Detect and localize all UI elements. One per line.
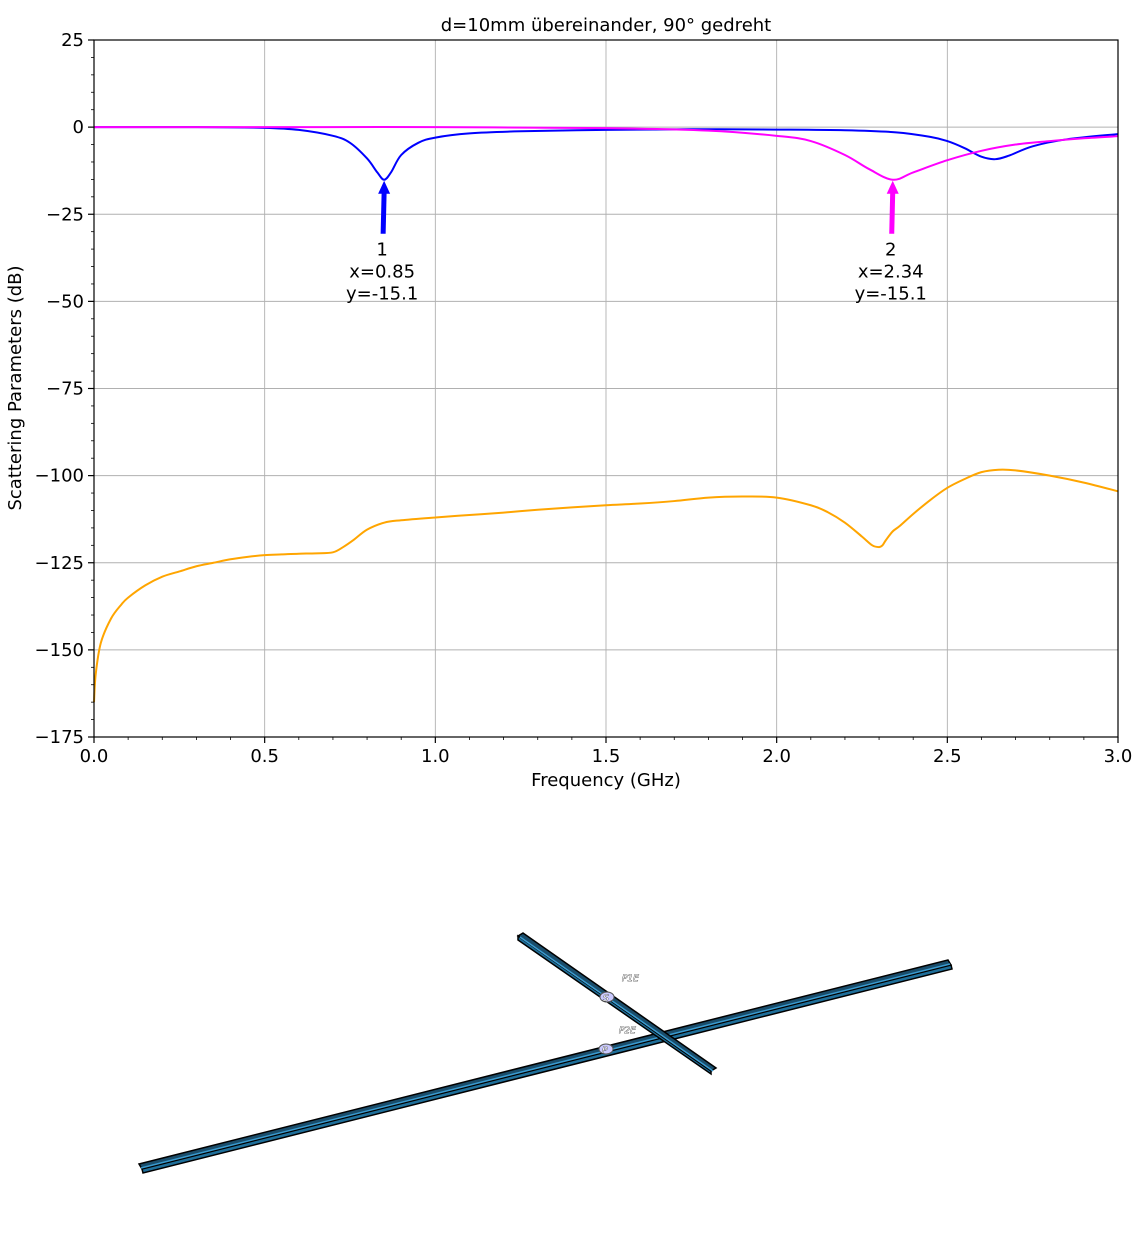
- annotation-arrow-head: [886, 180, 899, 194]
- series-line-2: [93, 126, 1119, 181]
- marker-annotation-1: 1x=0.85y=-15.1: [346, 180, 418, 305]
- annotation-arrow-shaft: [380, 191, 387, 234]
- series-line-1: [93, 126, 1119, 181]
- model-view: S P1E P P2E: [137, 932, 953, 1174]
- annotation-text: y=-15.1: [855, 284, 927, 305]
- series-layer: [93, 126, 1119, 703]
- grid: [93, 39, 1119, 738]
- y-tick-label: −150: [35, 640, 84, 661]
- annotation-text: 2: [885, 240, 896, 261]
- y-tick-label: −100: [35, 466, 84, 487]
- x-tick-label: 2.5: [933, 746, 962, 767]
- y-tick-label: −175: [35, 727, 84, 748]
- port-2-number: P: [602, 1046, 608, 1056]
- long-strip: [137, 959, 953, 1174]
- marker-annotation-2: 2x=2.34y=-15.1: [855, 180, 927, 305]
- annotation-text: y=-15.1: [346, 284, 418, 305]
- x-tick-label: 1.0: [421, 746, 450, 767]
- x-axis-label: Frequency (GHz): [531, 770, 681, 791]
- ticks: 0.0 0.5 1.0 1.5 2.0 2.5 3.0 25 0 −25 −50 −75 −100 −12…: [35, 30, 1133, 767]
- port-2-marker: P P2E: [598, 1026, 636, 1056]
- x-tick-label: 0.5: [250, 746, 279, 767]
- y-tick-label: −125: [35, 553, 84, 574]
- y-axis-label: Scattering Parameters (dB): [5, 265, 26, 510]
- annotation-text: 1: [376, 240, 387, 261]
- y-tick-label: 25: [61, 30, 84, 51]
- chart-title: d=10mm übereinander, 90° gedreht: [441, 15, 771, 36]
- annotation-arrow-shaft: [889, 191, 896, 234]
- annotation-arrow-head: [378, 180, 391, 194]
- port-1-number: S: [603, 994, 609, 1004]
- y-tick-label: −25: [46, 204, 84, 225]
- annotation-text: x=0.85: [349, 262, 415, 283]
- short-strip: [516, 932, 718, 1076]
- x-tick-label: 3.0: [1104, 746, 1133, 767]
- x-tick-label: 2.0: [762, 746, 791, 767]
- y-tick-label: −50: [46, 291, 84, 312]
- x-tick-label: 0.0: [80, 746, 109, 767]
- y-tick-label: 0: [73, 117, 84, 138]
- annotations: 1x=0.85y=-15.12x=2.34y=-15.1: [346, 180, 927, 305]
- series-line-3: [93, 468, 1119, 703]
- port-1-marker: S P1E: [599, 974, 639, 1004]
- annotation-text: x=2.34: [858, 262, 924, 283]
- y-tick-label: −75: [46, 379, 84, 400]
- port-1-label: P1E: [622, 974, 639, 984]
- x-tick-label: 1.5: [592, 746, 621, 767]
- port-2-label: P2E: [619, 1026, 636, 1036]
